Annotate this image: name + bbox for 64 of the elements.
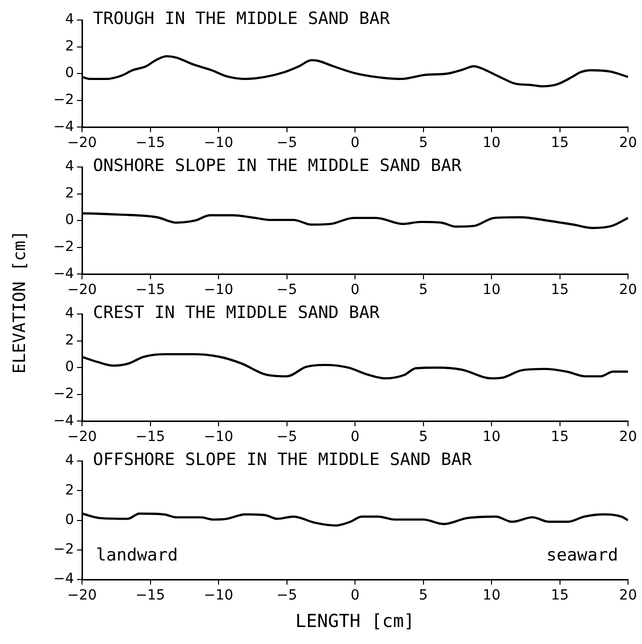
x-tick-label: −20 <box>67 282 97 298</box>
y-tick-label: −4 <box>53 412 74 429</box>
x-tick-label: 5 <box>418 588 428 604</box>
x-tick-label: 5 <box>418 135 428 152</box>
x-tick-label: −20 <box>67 588 97 604</box>
x-tick-label: 10 <box>482 588 500 604</box>
x-tick-label: −15 <box>135 588 166 604</box>
x-tick-label: 0 <box>350 588 360 604</box>
y-tick-label: −2 <box>53 239 74 256</box>
y-tick-label: 2 <box>65 185 74 202</box>
chart-title: CREST IN THE MIDDLE SAND BAR <box>93 302 380 323</box>
y-tick-label: −4 <box>53 571 74 588</box>
x-tick-label: 0 <box>350 135 360 152</box>
x-tick-label: 5 <box>418 429 428 446</box>
y-tick-label: 0 <box>65 359 74 376</box>
x-tick-label: 10 <box>482 282 500 298</box>
chart-title: ONSHORE SLOPE IN THE MIDDLE SAND BAR <box>93 156 462 176</box>
x-tick-label: 10 <box>482 135 500 152</box>
x-tick-label: −15 <box>135 282 166 298</box>
y-tick-label: 0 <box>65 212 74 228</box>
x-tick-label: 20 <box>619 135 638 152</box>
x-tick-label: −20 <box>67 135 97 152</box>
y-axis-title: ELEVATION [cm] <box>10 230 30 374</box>
x-tick-label: −10 <box>204 282 234 298</box>
chart-title: TROUGH IN THE MIDDLE SAND BAR <box>93 8 391 29</box>
x-tick-label: −20 <box>67 429 97 446</box>
x-tick-label: −10 <box>204 588 234 604</box>
y-tick-label: 4 <box>65 158 74 175</box>
y-tick-label: −2 <box>53 386 74 402</box>
y-tick-label: −2 <box>53 542 74 558</box>
y-tick-label: −4 <box>53 266 74 282</box>
x-tick-label: −10 <box>204 429 234 446</box>
x-tick-label: −5 <box>276 429 298 446</box>
chart-title: OFFSHORE SLOPE IN THE MIDDLE SAND BAR <box>93 450 472 470</box>
y-tick-label: 4 <box>65 306 74 322</box>
y-tick-label: 2 <box>65 332 74 348</box>
x-tick-label: −5 <box>276 135 298 152</box>
y-tick-label: 2 <box>65 482 74 498</box>
y-tick-label: −2 <box>53 92 74 108</box>
y-tick-label: −4 <box>53 118 74 135</box>
x-tick-label: 20 <box>619 282 638 298</box>
x-tick-label: 0 <box>350 282 360 298</box>
x-tick-label: 20 <box>619 588 638 604</box>
y-tick-label: 0 <box>65 65 74 82</box>
y-tick-label: 0 <box>65 512 74 528</box>
x-tick-label: 15 <box>550 282 569 298</box>
x-tick-label: −10 <box>204 135 234 152</box>
x-tick-label: −5 <box>276 282 298 298</box>
x-tick-label: −15 <box>135 429 166 446</box>
x-tick-label: −15 <box>135 135 166 152</box>
annotation: landward <box>96 545 178 566</box>
y-tick-label: 2 <box>65 38 74 54</box>
x-axis-title: LENGTH [cm] <box>295 610 415 632</box>
x-tick-label: 15 <box>550 135 569 152</box>
x-tick-label: 0 <box>350 429 360 446</box>
y-tick-label: 4 <box>65 12 74 28</box>
x-tick-label: 10 <box>482 429 500 446</box>
x-tick-label: 5 <box>418 282 428 298</box>
y-tick-label: 4 <box>65 452 74 469</box>
x-tick-label: 15 <box>550 429 569 446</box>
x-tick-label: 15 <box>550 588 569 604</box>
x-tick-label: 20 <box>619 429 638 446</box>
x-tick-label: −5 <box>276 588 298 604</box>
annotation: seaward <box>546 545 618 566</box>
